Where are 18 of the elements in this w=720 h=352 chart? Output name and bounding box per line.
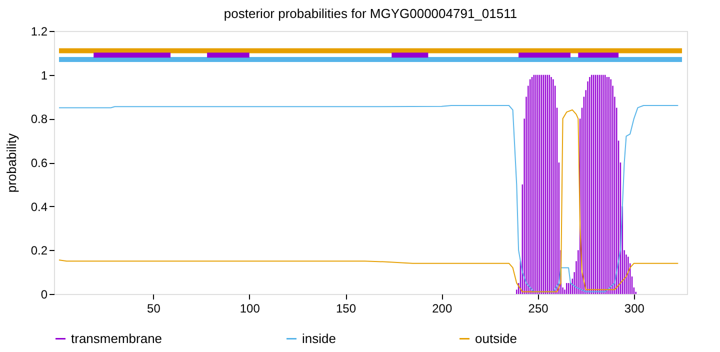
y-tick-label: 1 xyxy=(40,68,48,82)
y-tick-label: 1.2 xyxy=(30,24,48,38)
legend-label: outside xyxy=(475,330,517,346)
y-tick-label: 0.8 xyxy=(30,112,48,126)
legend-label: inside xyxy=(302,330,336,346)
x-tick-label: 100 xyxy=(240,302,260,316)
chart-title: posterior probabilities for MGYG000004791_01511 xyxy=(224,6,518,21)
legend-label: transmembrane xyxy=(71,330,162,346)
y-tick-label: 0.6 xyxy=(30,156,48,170)
x-tick-label: 50 xyxy=(147,302,161,316)
x-tick-label: 250 xyxy=(528,302,549,316)
y-tick-label: 0 xyxy=(40,288,48,302)
x-tick-label: 150 xyxy=(336,302,356,316)
x-tick-label: 300 xyxy=(624,302,645,316)
x-tick-label: 200 xyxy=(432,302,452,316)
y-tick-label: 0.4 xyxy=(30,200,48,214)
y-axis-title: probability xyxy=(4,132,19,193)
y-tick-label: 0.2 xyxy=(30,244,48,258)
